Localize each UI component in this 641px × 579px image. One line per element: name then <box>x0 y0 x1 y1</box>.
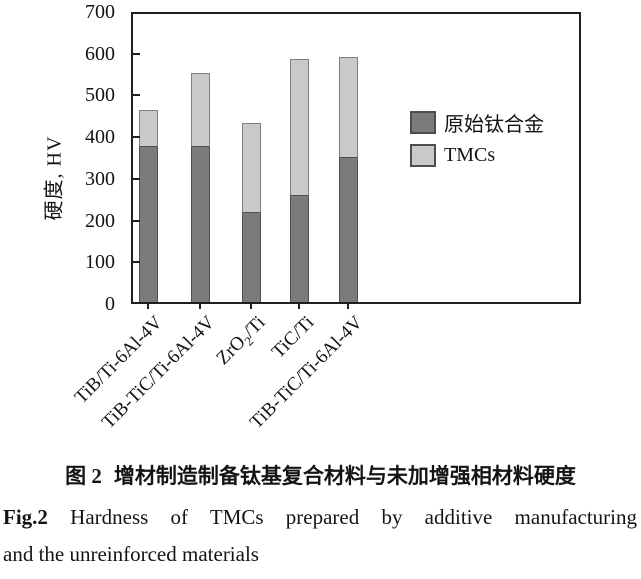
bar-segment-tmc <box>190 72 210 147</box>
caption-zh: 图 2 增材制造制备钛基复合材料与未加增强相材料硬度 <box>0 460 641 490</box>
y-tick <box>133 261 140 264</box>
legend-item-tmcs: TMCs <box>410 144 544 167</box>
legend-swatch-matrix <box>410 111 436 134</box>
bars-layer <box>131 12 581 304</box>
caption-en-line2: and the unreinforced materials <box>3 542 259 566</box>
y-tick-label: 600 <box>85 42 115 65</box>
legend-swatch-tmcs <box>410 144 436 167</box>
hardness-chart: 0 100 200 300 400 500 600 700 TiB/Ti-6Al-4V TiB-T… <box>44 1 581 433</box>
legend: 原始钛合金 TMCs <box>410 108 544 174</box>
y-tick-label: 0 <box>105 293 115 315</box>
caption-zh-figure-label: 图 2 <box>65 464 102 488</box>
y-tick-label: 300 <box>85 167 115 190</box>
x-category-label: TiB/Ti-6Al-4V <box>70 312 167 409</box>
x-tick <box>199 304 201 309</box>
y-tick <box>133 177 140 180</box>
bar-segment-tmc <box>241 123 261 214</box>
legend-label-matrix: 原始钛合金 <box>444 114 544 136</box>
caption-zh-text: 增材制造制备钛基复合材料与未加增强相材料硬度 <box>113 464 576 488</box>
y-tick-label: 200 <box>85 209 115 232</box>
x-tick <box>147 304 149 309</box>
y-tick-label: 400 <box>85 126 115 149</box>
y-tick-label: 500 <box>85 84 115 107</box>
legend-item-matrix: 原始钛合金 <box>410 108 544 137</box>
y-tick <box>133 219 140 222</box>
bar-segment-tmc <box>289 58 309 196</box>
x-tick <box>347 304 349 309</box>
x-category-label: ZrO2/Ti <box>212 312 270 370</box>
bar-segment-tmc <box>138 110 158 147</box>
caption-en-figure-label: Fig.2 <box>3 505 48 529</box>
caption-en-text: Hardness of TMCs prepared by additive ma… <box>70 505 638 529</box>
caption-en-line1: Fig.2 Hardness of TMCs prepared by addit… <box>3 505 637 530</box>
y-tick-label: 700 <box>85 1 115 23</box>
y-tick <box>133 136 140 139</box>
x-tick <box>298 304 300 309</box>
plot-frame <box>131 12 581 304</box>
y-tick <box>133 52 140 55</box>
y-tick-label: 100 <box>85 251 115 274</box>
axes-layer: 0 100 200 300 400 500 600 700 TiB/Ti-6Al-4V TiB-T… <box>71 1 581 433</box>
x-tick <box>250 304 252 309</box>
bar-segment-tmc <box>338 57 358 158</box>
legend-label-tmcs: TMCs <box>444 144 496 166</box>
y-tick <box>133 94 140 97</box>
